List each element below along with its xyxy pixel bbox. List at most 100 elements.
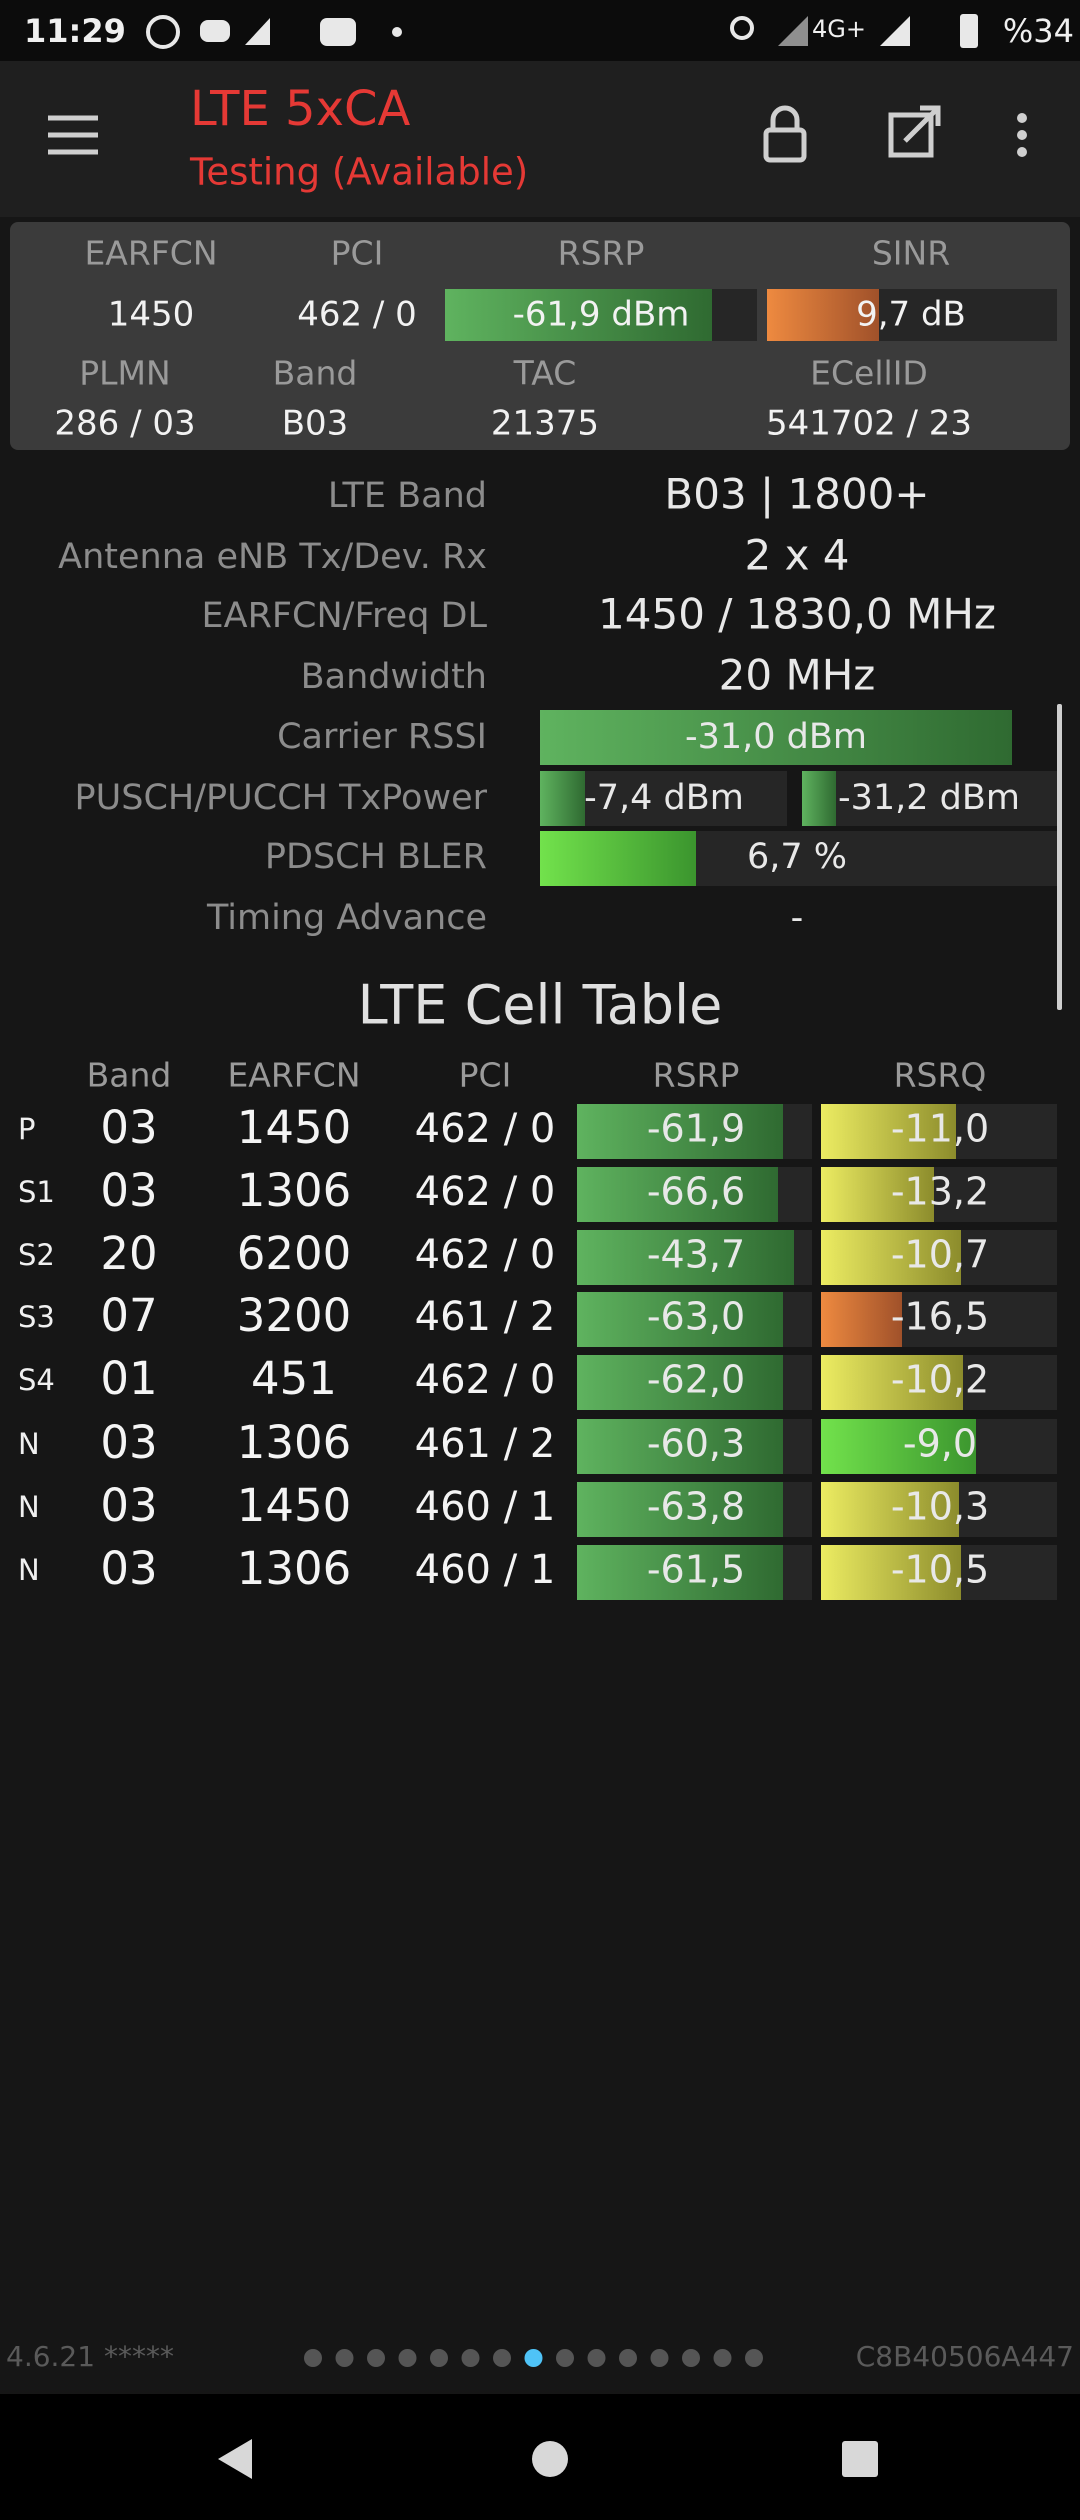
bar-fill [577,1292,783,1347]
cell-tag: N [18,1553,40,1587]
cell-tag: P [18,1112,36,1146]
bar-fill [577,1545,783,1600]
status-network: 4G+ [812,15,866,43]
detail-value: B03 | 1800+ [664,470,929,519]
summary-header: PLMN [79,354,170,393]
cell-earfcn: 3200 [237,1289,352,1342]
bar-fill [577,1104,783,1159]
summary-value: 541702 / 23 [766,404,972,444]
bar-fill [577,1167,778,1222]
page-dot[interactable] [524,2349,543,2367]
bar-fill [577,1355,783,1410]
bar-fill [577,1230,794,1285]
page-dot[interactable] [556,2349,574,2367]
cell-pci: 461 / 2 [415,1421,556,1467]
cell-earfcn: 1306 [237,1164,352,1217]
cell-pci: 462 / 0 [415,1169,556,1215]
status-icons [146,14,978,49]
page-dot[interactable] [398,2349,417,2367]
page-dot[interactable] [461,2349,480,2367]
bar-fill [821,1482,959,1537]
bar-fill [821,1545,961,1600]
detail-value: -7,4 dBm [584,778,744,818]
page-dot[interactable] [650,2349,669,2367]
cell-band: 03 [100,1542,157,1595]
overflow-menu[interactable] [1017,113,1027,157]
summary-value: 21375 [491,404,599,444]
app-subtitle: Testing (Available) [189,151,528,194]
cell-tag: S4 [18,1363,55,1397]
cell-rsrp: -61,5 [647,1548,745,1592]
page-dot[interactable] [682,2349,700,2367]
cell-rsrp: -62,0 [647,1358,745,1402]
table-header: Band [87,1056,172,1095]
detail-label: Timing Advance [206,898,487,938]
page-dot[interactable] [745,2349,763,2367]
cell-rsrq: -9,0 [903,1422,977,1466]
table-header: EARFCN [227,1056,360,1095]
app-icons[interactable] [48,105,941,163]
cell-pci: 460 / 1 [415,1547,556,1593]
detail-value: - [791,898,804,938]
cell-tag: S2 [18,1238,55,1272]
page-dot[interactable] [430,2349,448,2367]
summary-value: 9,7 dB [856,295,966,335]
status-battery: %34 [1003,12,1074,50]
cell-rsrq: -10,2 [891,1358,989,1402]
page-dot[interactable] [335,2349,354,2367]
page-dot[interactable] [587,2349,606,2367]
bar-fill [577,1419,783,1474]
summary-header: Band [273,354,358,393]
summary-header: SINR [872,234,950,273]
bar-fill [802,771,836,826]
cell-earfcn: 6200 [237,1227,352,1280]
page-dot[interactable] [367,2349,385,2367]
bar-fill [540,710,1012,765]
cell-pci: 460 / 1 [415,1484,556,1530]
cell-rsrq: -10,3 [891,1485,989,1529]
summary-value: 462 / 0 [297,295,417,335]
scrollbar [1057,704,1062,1010]
cell-band: 03 [100,1164,157,1217]
page-dot[interactable] [304,2349,322,2367]
bar-fill [821,1230,961,1285]
cell-band: 03 [100,1416,157,1469]
cell-rsrp: -43,7 [647,1233,745,1277]
nav-buttons[interactable] [218,2439,878,2479]
page-dot[interactable] [619,2349,637,2367]
cell-rsrp: -63,0 [647,1295,745,1339]
detail-value: -31,2 dBm [838,778,1020,818]
page-dot[interactable] [713,2349,732,2367]
cell-tag: S1 [18,1175,55,1209]
footer-id: C8B40506A447 [856,2340,1074,2373]
summary-header: TAC [513,354,577,393]
cell-tag: N [18,1427,40,1461]
table-header: RSRP [653,1056,740,1095]
detail-label: Bandwidth [301,657,487,697]
status-bar [0,0,1080,61]
cell-tag: S3 [18,1300,55,1334]
detail-value: 2 x 4 [745,531,850,580]
summary-header: RSRP [558,234,645,273]
summary-value: B03 [282,404,349,444]
cell-pci: 462 / 0 [415,1357,556,1403]
summary-value: 1450 [108,295,195,335]
cell-rsrp: -63,8 [647,1485,745,1529]
cell-band: 03 [100,1479,157,1532]
table-header: PCI [459,1056,512,1095]
cell-rsrq: -10,5 [891,1548,989,1592]
cell-earfcn: 1306 [237,1542,352,1595]
status-time: 11:29 [24,12,126,50]
detail-value: 20 MHz [719,651,876,700]
bar-fill [445,289,712,341]
cell-tag: N [18,1490,40,1524]
bar-fill [821,1104,956,1159]
footer-version: 4.6.21 ***** [6,2340,174,2373]
cell-pci: 461 / 2 [415,1294,556,1340]
table-title: LTE Cell Table [358,974,723,1037]
page-dot[interactable] [493,2349,511,2367]
detail-value: 6,7 % [747,837,847,877]
bar-fill [540,771,585,826]
cell-rsrq: -16,5 [891,1295,989,1339]
